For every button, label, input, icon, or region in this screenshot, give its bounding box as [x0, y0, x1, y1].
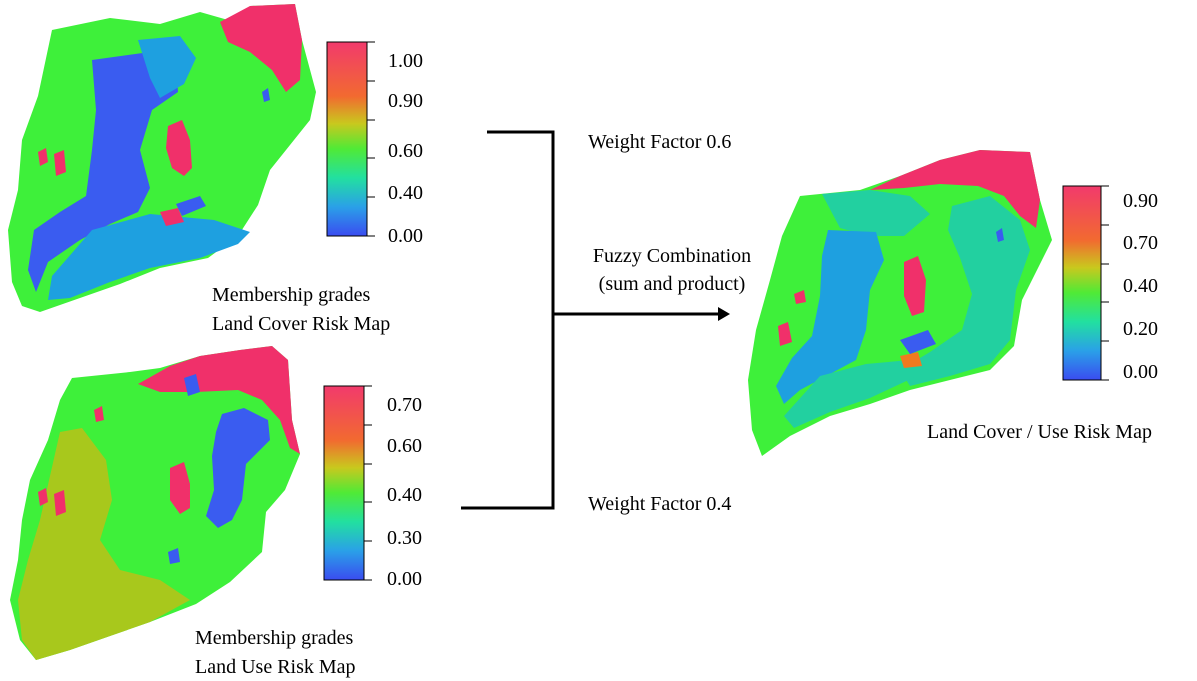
land-use-pink-north: [94, 406, 104, 422]
land-cover-pink-west: [38, 148, 48, 166]
land-use-blue-east: [206, 408, 270, 528]
land-use-caption-2: Land Use Risk Map: [195, 656, 356, 678]
combined-tick-4: 0.20: [1123, 318, 1158, 340]
land-cover-tick-1: 1.00: [388, 50, 423, 72]
combination-connector: [461, 130, 720, 510]
land-cover-tick-3: 0.60: [388, 140, 423, 162]
land-cover-pink-west2: [54, 150, 66, 176]
combined-pink-center: [904, 256, 926, 316]
land-use-blue-south: [168, 548, 180, 564]
land-cover-blue-south-strip: [176, 196, 206, 216]
weight-top-label: Weight Factor 0.6: [588, 131, 731, 153]
combined-blue-west: [776, 230, 884, 404]
land-cover-blue-east-dot: [262, 88, 270, 102]
combined-scale-bar: [1062, 185, 1102, 381]
combination-label-2: (sum and product): [599, 273, 746, 295]
land-use-tick-1: 0.70: [387, 394, 422, 416]
land-cover-color-scale: 1.00 0.90 0.60 0.40 0.00: [326, 41, 423, 247]
combined-tick-1: 0.90: [1123, 190, 1158, 212]
land-cover-pink-ne: [220, 4, 302, 92]
land-use-tick-4: 0.30: [387, 527, 422, 549]
land-cover-tick-2: 0.90: [388, 90, 423, 112]
land-cover-scale-bar: [326, 41, 368, 237]
land-use-blue-north: [184, 374, 200, 396]
combined-teal-south: [784, 360, 930, 428]
land-cover-caption-1: Membership grades: [212, 284, 371, 306]
land-cover-blue-west: [28, 52, 178, 292]
combination-label-1: Fuzzy Combination: [593, 245, 751, 267]
land-use-pink-west2: [54, 490, 66, 516]
combined-pink-west2: [794, 290, 806, 304]
land-cover-caption-2: Land Cover Risk Map: [212, 313, 390, 335]
land-cover-lightblue-center: [138, 36, 196, 98]
combined-teal-east: [900, 196, 1030, 386]
connector-arrowhead: [718, 307, 730, 321]
land-use-tick-3: 0.40: [387, 484, 422, 506]
connector-bracket: [461, 130, 555, 510]
land-use-risk-map: [10, 346, 300, 660]
combined-blue-east-dot: [996, 228, 1004, 242]
land-cover-lightblue-south: [48, 214, 250, 300]
land-use-pink-ne: [138, 346, 300, 454]
land-use-tick-2: 0.60: [387, 435, 422, 457]
combined-teal-north: [822, 190, 930, 236]
land-use-color-scale: 0.70 0.60 0.40 0.30 0.00: [323, 385, 422, 590]
combined-color-scale: 0.90 0.70 0.40 0.20 0.00: [1062, 185, 1158, 383]
combined-tick-2: 0.70: [1123, 232, 1158, 254]
combined-caption: Land Cover / Use Risk Map: [927, 421, 1152, 443]
land-use-scale-bar: [323, 385, 365, 581]
combined-pink-ne: [870, 150, 1040, 228]
combined-risk-map: [748, 150, 1052, 456]
land-cover-pink-center: [166, 120, 192, 176]
combined-blue-south: [900, 330, 936, 354]
land-use-caption-1: Membership grades: [195, 627, 354, 649]
land-use-pink-center: [170, 462, 190, 514]
land-use-pink-west: [38, 488, 48, 506]
combined-tick-5: 0.00: [1123, 361, 1158, 383]
weight-bottom-label: Weight Factor 0.4: [588, 493, 731, 515]
combined-orange-south: [900, 352, 922, 368]
land-cover-tick-4: 0.40: [388, 182, 423, 204]
combined-tick-3: 0.40: [1123, 275, 1158, 297]
combined-pink-west: [778, 322, 792, 346]
land-use-olive-west: [18, 428, 190, 660]
land-cover-tick-5: 0.00: [388, 225, 423, 247]
land-cover-pink-south: [160, 208, 184, 226]
land-use-tick-5: 0.00: [387, 568, 422, 590]
land-cover-risk-map: [8, 4, 316, 312]
